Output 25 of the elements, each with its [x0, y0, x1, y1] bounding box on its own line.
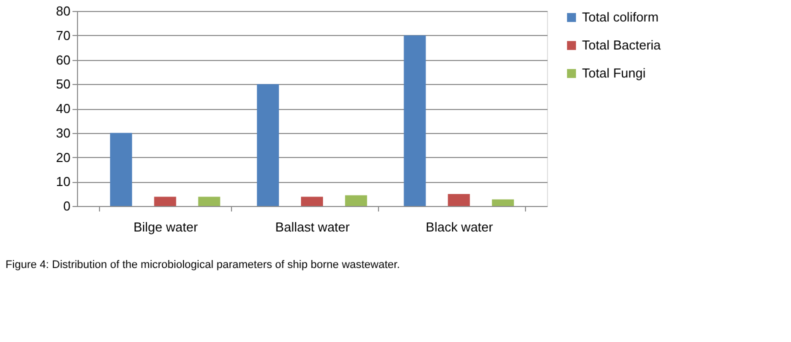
y-tick-label: 0 — [63, 198, 70, 214]
legend-label: Total Fungi — [582, 66, 646, 80]
y-tick-label: 20 — [56, 150, 70, 165]
legend-label: Total coliform — [582, 10, 659, 24]
y-tick-label: 10 — [56, 174, 70, 190]
bar — [301, 196, 323, 206]
y-tick-label: 60 — [56, 52, 70, 68]
bar — [154, 196, 176, 206]
bar — [110, 132, 132, 206]
y-tick-label: 30 — [56, 125, 70, 140]
y-tick-label: 50 — [56, 76, 70, 92]
x-tick-label: Black water — [426, 220, 494, 234]
bar — [345, 195, 368, 206]
bar — [198, 196, 220, 206]
x-tick-label: Ballast water — [275, 220, 350, 234]
x-tick-label: Bilge water — [133, 220, 198, 234]
bar — [256, 84, 279, 206]
caption: Figure 4: Distribution of the microbiological parameters of ship borne wastewater. — [6, 259, 400, 271]
legend-label: Total Bacteria — [582, 38, 662, 52]
y-tick-label: 80 — [56, 4, 70, 18]
y-tick-label: 40 — [56, 101, 70, 116]
bar — [404, 35, 426, 206]
bar — [448, 194, 470, 206]
y-tick-label: 70 — [56, 28, 70, 43]
bar — [492, 199, 514, 206]
